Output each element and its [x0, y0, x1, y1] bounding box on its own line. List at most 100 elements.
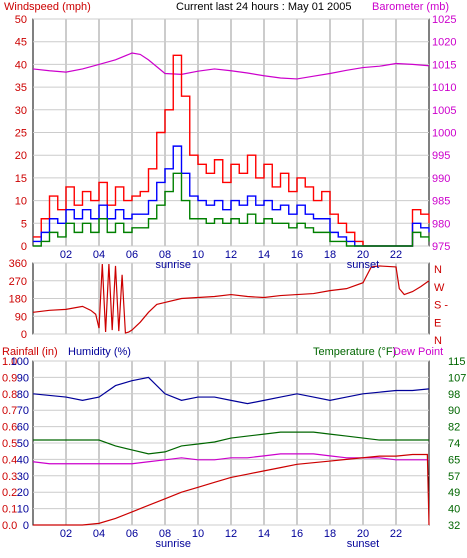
grid-layer [33, 18, 429, 526]
sunset-label: sunset [347, 259, 379, 271]
humidity-tick-label: 50 [17, 438, 29, 450]
humidity-tick-label: 100 [11, 356, 29, 368]
compass-tick-label: N [434, 335, 442, 347]
humidity-tick-label: 20 [17, 487, 29, 499]
series-line-rainfall-in- [33, 453, 430, 526]
temperature-tick-label: 98 [448, 389, 460, 401]
direction-tick-label: 0 [21, 329, 27, 341]
rainfall-tick-label: 0.9 [2, 372, 17, 384]
rainfall-tick-label: 0.3 [2, 471, 17, 483]
temperature-tick-label: 82 [448, 422, 460, 434]
windspeed-tick-label: 5 [21, 218, 27, 230]
x-tick-label: 22 [390, 528, 402, 540]
dewpoint-axis-title: Dew Point [393, 346, 443, 358]
rainfall-tick-label: 0.1 [2, 504, 17, 516]
barometer-tick-label: 980 [432, 218, 450, 230]
x-tick-label: 22 [390, 249, 402, 261]
x-tick-label: 04 [93, 249, 105, 261]
x-tick-label: 12 [225, 528, 237, 540]
rainfall-tick-label: 0.0 [2, 520, 17, 532]
x-tick-label: 14 [258, 528, 270, 540]
x-tick-label: 10 [192, 249, 204, 261]
temperature-axis-title: Temperature (°F) [313, 346, 396, 358]
temperature-tick-label: 40 [448, 504, 460, 516]
barometer-axis-title: Barometer (mb) [372, 1, 449, 13]
series-line-windspeed-low [33, 172, 430, 247]
chart-title: Current last 24 hours : May 01 2005 [176, 1, 351, 13]
barometer-tick-label: 1015 [432, 59, 456, 71]
compass-tick-label: N [434, 264, 442, 276]
x-tick-label: 18 [324, 249, 336, 261]
direction-tick-label: 270 [9, 276, 27, 288]
windspeed-tick-label: 30 [15, 105, 27, 117]
x-tick-label: 02 [60, 249, 72, 261]
temperature-tick-label: 32 [448, 520, 460, 532]
series-line-humidity- [32, 376, 430, 405]
series-layer [32, 52, 430, 526]
humidity-tick-label: 80 [17, 389, 29, 401]
series-line-wind-direction [32, 263, 430, 334]
x-tick-label: 20 [357, 249, 369, 261]
sunrise-label: sunrise [156, 259, 191, 271]
temperature-tick-label: 57 [448, 471, 460, 483]
humidity-tick-label: 90 [17, 372, 29, 384]
x-tick-label: 04 [93, 528, 105, 540]
direction-tick-label: 90 [15, 311, 27, 323]
temperature-tick-label: 74 [448, 438, 460, 450]
barometer-tick-label: 1005 [432, 105, 456, 117]
barometer-tick-label: 990 [432, 173, 450, 185]
humidity-tick-label: 30 [17, 471, 29, 483]
x-tick-label: 08 [159, 249, 171, 261]
temperature-tick-label: 49 [448, 487, 460, 499]
windspeed-tick-label: 35 [15, 82, 27, 94]
barometer-tick-label: 975 [432, 241, 450, 253]
barometer-tick-label: 1000 [432, 128, 456, 140]
temperature-tick-label: 65 [448, 454, 460, 466]
series-line-barometer-mb- [32, 52, 430, 80]
barometer-tick-label: 1025 [432, 14, 456, 26]
windspeed-tick-label: 25 [15, 128, 27, 140]
windspeed-tick-label: 0 [21, 241, 27, 253]
x-tick-label: 02 [60, 528, 72, 540]
temperature-tick-label: 115 [448, 356, 466, 368]
rainfall-tick-label: 1.0 [2, 356, 17, 368]
windspeed-tick-label: 10 [15, 196, 27, 208]
rainfall-tick-label: 0.4 [2, 454, 17, 466]
x-tick-label: 16 [291, 249, 303, 261]
windspeed-tick-label: 45 [15, 37, 27, 49]
x-tick-label: 10 [192, 528, 204, 540]
compass-tick-label: W [434, 282, 445, 294]
x-tick-label: 12 [225, 249, 237, 261]
humidity-tick-label: 40 [17, 454, 29, 466]
humidity-axis-title: Humidity (%) [68, 346, 131, 358]
rainfall-axis-title: Rainfall (in) [2, 346, 58, 358]
series-line-windspeed-avg [33, 145, 430, 247]
x-tick-label: 06 [126, 249, 138, 261]
temperature-tick-label: 90 [448, 405, 460, 417]
windspeed-tick-label: 15 [15, 173, 27, 185]
series-line-windspeed-max [33, 54, 430, 247]
x-tick-label: 14 [258, 249, 270, 261]
windspeed-tick-label: 50 [15, 14, 27, 26]
x-tick-label: 06 [126, 528, 138, 540]
direction-tick-label: 360 [9, 258, 27, 270]
humidity-tick-label: 70 [17, 405, 29, 417]
humidity-tick-label: 0 [23, 520, 29, 532]
sunset-label: sunset [347, 538, 379, 550]
rainfall-tick-label: 0.7 [2, 405, 17, 417]
direction-tick-label: 180 [9, 294, 27, 306]
rainfall-tick-label: 0.6 [2, 422, 17, 434]
x-tick-label: 16 [291, 528, 303, 540]
sunrise-label: sunrise [156, 538, 191, 550]
barometer-tick-label: 1020 [432, 37, 456, 49]
temperature-tick-label: 107 [448, 372, 466, 384]
humidity-tick-label: 60 [17, 422, 29, 434]
series-line-temperature-f- [33, 431, 429, 455]
windspeed-tick-label: 20 [15, 150, 27, 162]
barometer-tick-label: 1010 [432, 82, 456, 94]
windspeed-tick-label: 40 [15, 59, 27, 71]
barometer-tick-label: 985 [432, 196, 450, 208]
x-tick-label: 18 [324, 528, 336, 540]
